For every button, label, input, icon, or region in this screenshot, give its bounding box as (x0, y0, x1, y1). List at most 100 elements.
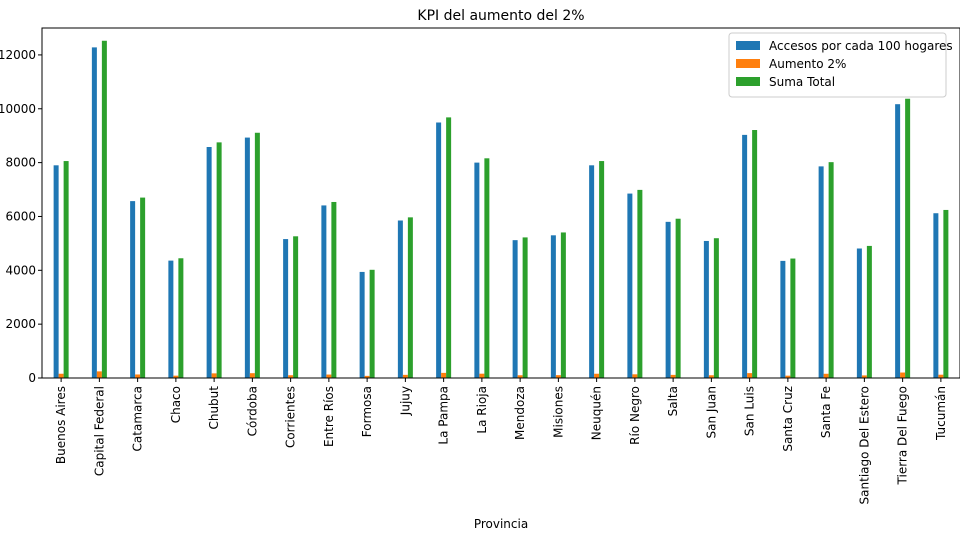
bar (63, 161, 69, 378)
bar (856, 248, 862, 378)
bar (211, 373, 217, 378)
bar (708, 375, 714, 378)
x-tick-label: Chaco (169, 386, 183, 423)
x-tick-label: Tucumán (934, 386, 948, 441)
bar (670, 374, 676, 378)
y-tick-label: 6000 (5, 209, 36, 223)
x-tick-label: San Luis (743, 386, 757, 436)
bar (402, 374, 408, 378)
bar (293, 236, 299, 378)
x-tick-label: Río Negro (628, 386, 642, 445)
bar (436, 122, 442, 378)
bar (369, 269, 375, 378)
bar (938, 374, 944, 378)
bar (747, 373, 753, 378)
bar (599, 161, 605, 378)
bar (703, 240, 709, 378)
x-tick-label: La Pampa (437, 386, 451, 445)
bar (675, 218, 681, 378)
bar (512, 240, 518, 378)
bar (130, 201, 136, 378)
bar (637, 189, 643, 378)
bar (53, 165, 59, 378)
bar (364, 375, 370, 378)
x-tick-label: Santa Fe (819, 386, 833, 438)
bar (828, 162, 834, 378)
x-tick-label: Corrientes (284, 386, 298, 448)
x-tick-label: San Juan (704, 386, 718, 439)
bar (249, 373, 255, 378)
x-tick-label: Santiago Del Estero (857, 386, 871, 504)
legend: Accesos por cada 100 hogares Aumento 2% Su… (728, 32, 953, 98)
bar (790, 258, 796, 378)
bar (627, 193, 633, 378)
bar (178, 258, 184, 378)
y-tick-label: 8000 (5, 156, 36, 170)
y-tick-label: 0 (28, 371, 36, 385)
legend-box (728, 32, 947, 98)
bar (933, 213, 939, 378)
x-tick-label: Entre Ríos (322, 386, 336, 447)
y-tick-label: 12000 (0, 48, 36, 62)
bar (135, 374, 141, 378)
bar (555, 375, 561, 378)
bar (818, 166, 824, 378)
x-tick-label: Santa Cruz (781, 386, 795, 452)
bar (140, 197, 146, 378)
x-tick-label: Buenos Aires (54, 386, 68, 464)
x-tick-label: Chubut (207, 386, 221, 430)
y-axis: 0 2000 4000 6000 8000 10000 12000 (0, 48, 42, 385)
x-tick-label: Tierra Del Fuego (896, 386, 910, 485)
y-tick-label: 10000 (0, 102, 36, 116)
bar (216, 142, 222, 378)
chart-title: KPI del aumento del 2% (417, 8, 584, 24)
bar (594, 373, 600, 378)
bar (446, 117, 452, 378)
bar (785, 375, 791, 378)
x-tick-label: Córdoba (245, 386, 259, 436)
bar (780, 260, 786, 378)
bar (288, 375, 294, 378)
bar (101, 40, 107, 379)
bar (321, 205, 327, 378)
bar (943, 209, 949, 378)
legend-swatch (736, 41, 760, 50)
x-tick-label: Jujuy (398, 386, 412, 416)
x-axis-label: Provincia (474, 517, 528, 531)
bar (244, 137, 250, 378)
bar (752, 130, 758, 378)
x-tick-label: Formosa (360, 386, 374, 437)
bars (53, 40, 949, 379)
bar (905, 98, 911, 378)
bar (441, 372, 447, 378)
bar (168, 260, 174, 378)
legend-swatch (736, 77, 760, 86)
bar (589, 165, 595, 378)
bar (517, 375, 523, 378)
bar (900, 372, 906, 378)
x-tick-label: Capital Federal (92, 386, 106, 476)
bar (479, 373, 485, 378)
x-axis: Buenos Aires Capital Federal Catamarca Chac… (54, 378, 948, 504)
bar (713, 238, 719, 378)
x-tick-label: Neuquén (590, 386, 604, 440)
bar (206, 147, 212, 378)
bar (58, 373, 64, 378)
x-tick-label: Catamarca (131, 386, 145, 451)
legend-label: Accesos por cada 100 hogares (769, 39, 953, 53)
bar (331, 201, 337, 378)
legend-swatch (736, 59, 760, 68)
x-tick-label: Mendoza (513, 386, 527, 440)
bar (283, 239, 289, 378)
x-tick-label: Misiones (551, 386, 565, 438)
bar (866, 245, 872, 378)
bar (474, 162, 480, 378)
bar (550, 235, 556, 378)
y-tick-label: 2000 (5, 317, 36, 331)
bar (359, 271, 365, 378)
bar (895, 104, 901, 378)
bar (254, 132, 260, 378)
y-tick-label: 4000 (5, 263, 36, 277)
